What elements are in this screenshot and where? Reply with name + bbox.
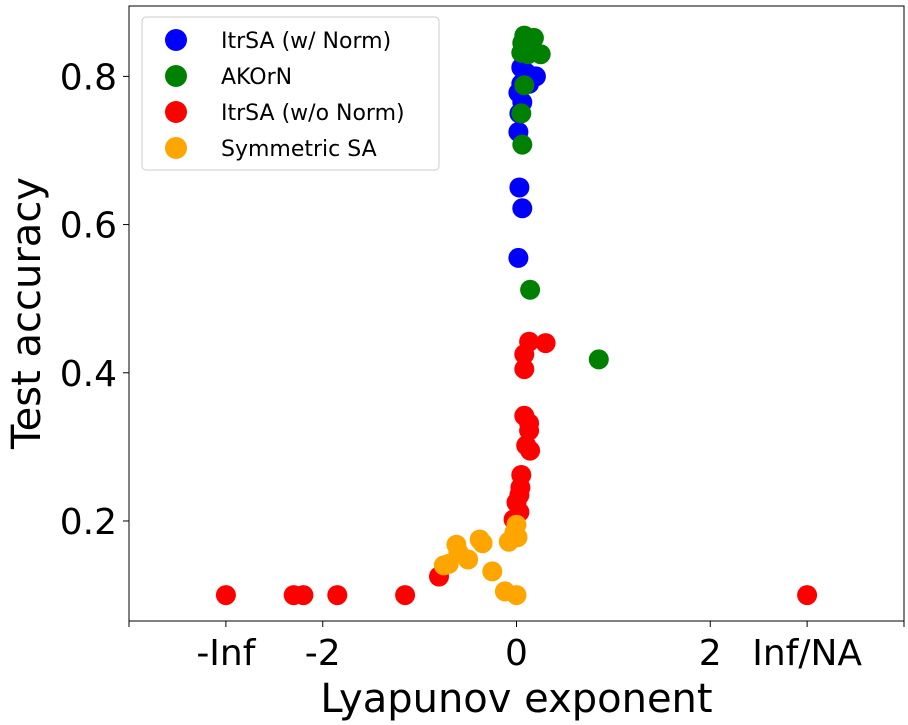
data-point (458, 549, 479, 570)
y-axis-ticks: 0.2 0.4 0.6 0.8 (60, 57, 129, 543)
legend-label: ItrSA (w/o Norm) (221, 101, 405, 126)
data-point (514, 359, 535, 380)
data-point (514, 75, 535, 96)
series-3 (215, 331, 818, 606)
data-point (518, 44, 539, 65)
data-point (327, 585, 348, 606)
legend-label: ItrSA (w/ Norm) (221, 29, 391, 54)
data-point (508, 247, 529, 268)
data-point (797, 585, 818, 606)
legend-label: AKOrN (221, 65, 292, 90)
data-point (395, 585, 416, 606)
y-tick-label: 0.8 (60, 57, 117, 98)
data-point (512, 198, 533, 219)
data-point (293, 585, 314, 606)
data-point (511, 103, 532, 124)
data-point (519, 420, 540, 441)
y-tick-label: 0.6 (60, 206, 117, 247)
data-point (535, 333, 556, 354)
x-tick-label: -Inf (196, 633, 256, 674)
data-point (498, 531, 519, 552)
data-point (438, 553, 459, 574)
y-tick-label: 0.2 (60, 502, 117, 543)
data-point (215, 585, 236, 606)
plot-points (215, 25, 818, 606)
data-point (512, 134, 533, 155)
data-point (520, 279, 541, 300)
data-point (482, 561, 503, 582)
data-point (588, 349, 609, 370)
x-tick-label: Inf/NA (752, 633, 862, 674)
legend-box (141, 16, 440, 171)
data-point (506, 585, 527, 606)
data-point (520, 440, 541, 461)
data-point (514, 344, 535, 365)
legend-marker (165, 29, 187, 51)
x-tick-label: 2 (699, 633, 722, 674)
x-axis-ticks: -Inf -2 0 2 Inf/NA (128, 621, 905, 674)
y-axis-title: Test accuracy (4, 177, 50, 450)
legend-marker (165, 137, 187, 159)
legend: ItrSA (w/ Norm) AKOrN ItrSA (w/o Norm) Symm… (141, 16, 440, 171)
series-4 (433, 514, 528, 606)
series-2 (511, 25, 609, 370)
data-point (509, 177, 530, 198)
y-tick-label: 0.4 (60, 354, 117, 395)
x-tick-label: -2 (305, 633, 341, 674)
legend-marker (165, 101, 187, 123)
legend-label: Symmetric SA (221, 137, 377, 162)
data-point (472, 533, 493, 554)
x-tick-label: 0 (505, 633, 528, 674)
x-axis-title: Lyapunov exponent (320, 676, 712, 722)
legend-marker (165, 65, 187, 87)
